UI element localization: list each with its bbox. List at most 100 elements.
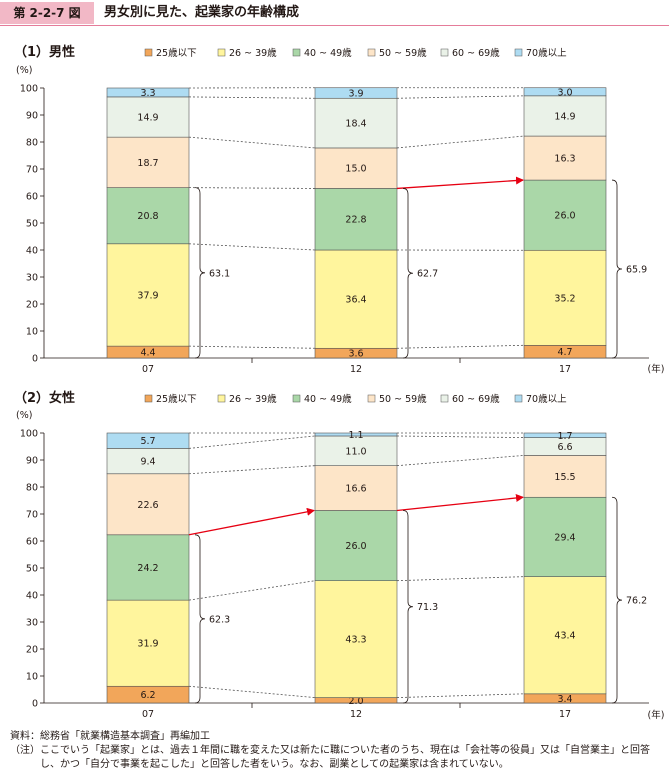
data-label: 18.7: [137, 158, 158, 169]
y-tick-label: 70: [26, 165, 38, 176]
y-tick-label: 50: [26, 219, 38, 230]
panel-title: （1）男性: [14, 44, 75, 60]
y-tick-label: 30: [26, 273, 38, 284]
data-label: 14.9: [554, 111, 575, 122]
legend-label: 25歳以下: [156, 393, 197, 405]
y-tick-label: 20: [26, 645, 38, 656]
y-tick-label: 80: [26, 138, 38, 149]
x-tick-label: 17: [559, 364, 571, 375]
data-label: 22.8: [345, 215, 366, 226]
total-brace: [612, 497, 622, 703]
notes: 資料： 総務省「就業構造基本調査」再編加工 （注） ここでいう「起業家」とは、過…: [10, 730, 665, 772]
connector-line: [189, 97, 315, 98]
data-label: 20.8: [137, 211, 158, 222]
connector-line: [189, 346, 315, 348]
data-label: 16.6: [345, 484, 366, 495]
legend-label: 70歳以上: [526, 393, 567, 405]
data-label: 14.9: [137, 113, 158, 124]
y-tick-label: 40: [26, 246, 38, 257]
y-tick-label: 10: [26, 327, 38, 338]
source-note: 資料： 総務省「就業構造基本調査」再編加工: [10, 730, 665, 744]
legend-label: 26 ~ 39歳: [229, 47, 277, 59]
data-label: 3.3: [140, 88, 155, 99]
data-label: 15.5: [554, 472, 575, 483]
connector-line: [189, 436, 315, 448]
trend-arrow: [189, 510, 314, 534]
connector-line: [189, 244, 315, 250]
connector-line: [397, 436, 524, 438]
data-label: 15.0: [345, 164, 366, 175]
source-note-label: 資料：: [10, 730, 40, 744]
footnote-label: （注）: [10, 744, 40, 772]
data-label: 24.2: [137, 563, 158, 574]
data-label: 1.7: [557, 431, 572, 442]
brace-total-label: 71.3: [417, 602, 438, 613]
source-note-text: 総務省「就業構造基本調査」再編加工: [40, 730, 665, 744]
legend-label: 50 ~ 59歳: [379, 47, 427, 59]
y-axis-label: (%): [16, 410, 32, 421]
y-tick-label: 60: [26, 192, 38, 203]
y-tick-label: 70: [26, 510, 38, 521]
x-tick-label: 12: [350, 709, 362, 720]
data-label: 11.0: [345, 446, 366, 457]
y-tick-label: 0: [32, 354, 38, 365]
y-tick-label: 90: [26, 456, 38, 467]
connector-line: [189, 188, 315, 189]
y-tick-label: 80: [26, 483, 38, 494]
legend-label: 26 ~ 39歳: [229, 393, 277, 405]
y-tick-label: 50: [26, 564, 38, 575]
legend-swatch: [368, 395, 375, 402]
footnote: （注） ここでいう「起業家」とは、過去１年間に職を変えた又は新たに職についた者の…: [10, 744, 665, 772]
x-tick-label: 17: [559, 709, 571, 720]
connector-line: [397, 136, 524, 148]
data-label: 22.6: [137, 500, 158, 511]
legend-swatch: [218, 395, 225, 402]
x-tick-label: 07: [142, 709, 154, 720]
data-label: 18.4: [345, 119, 366, 130]
y-tick-label: 20: [26, 300, 38, 311]
data-label: 31.9: [137, 639, 158, 650]
footnote-text: ここでいう「起業家」とは、過去１年間に職を変えた又は新たに職についた者のうち、現…: [40, 744, 665, 772]
legend-label: 50 ~ 59歳: [379, 393, 427, 405]
connector-line: [189, 466, 315, 474]
legend-swatch: [293, 395, 300, 402]
x-tick-label: 12: [350, 364, 362, 375]
connector-line: [189, 686, 315, 697]
data-label: 3.0: [557, 87, 572, 98]
y-tick-label: 10: [26, 672, 38, 683]
total-brace: [195, 535, 205, 703]
legend-label: 70歳以上: [526, 47, 567, 59]
y-tick-label: 100: [20, 84, 38, 95]
y-tick-label: 60: [26, 537, 38, 548]
panel-title: （2）女性: [14, 390, 75, 406]
data-label: 43.3: [345, 635, 366, 646]
legend-label: 60 ~ 69歳: [452, 47, 500, 59]
data-label: 26.0: [554, 211, 575, 222]
y-tick-label: 40: [26, 591, 38, 602]
legend-swatch: [441, 49, 448, 56]
data-label: 37.9: [137, 290, 158, 301]
legend-label: 60 ~ 69歳: [452, 393, 500, 405]
connector-line: [397, 455, 524, 465]
legend-label: 25歳以下: [156, 47, 197, 59]
y-tick-label: 90: [26, 111, 38, 122]
total-brace: [195, 188, 205, 358]
data-label: 6.2: [140, 690, 155, 701]
data-label: 4.7: [557, 347, 572, 358]
brace-total-label: 76.2: [626, 596, 647, 607]
legend-swatch: [441, 395, 448, 402]
total-brace: [612, 180, 622, 358]
x-axis-label: (年): [648, 709, 665, 721]
x-axis-label: (年): [648, 363, 665, 375]
legend-swatch: [218, 49, 225, 56]
total-brace: [403, 188, 413, 358]
legend-swatch: [145, 49, 152, 56]
brace-total-label: 63.1: [209, 268, 230, 279]
brace-total-label: 62.7: [417, 269, 438, 280]
data-label: 29.4: [554, 532, 575, 543]
connector-line: [189, 581, 315, 600]
trend-arrow: [397, 497, 523, 510]
